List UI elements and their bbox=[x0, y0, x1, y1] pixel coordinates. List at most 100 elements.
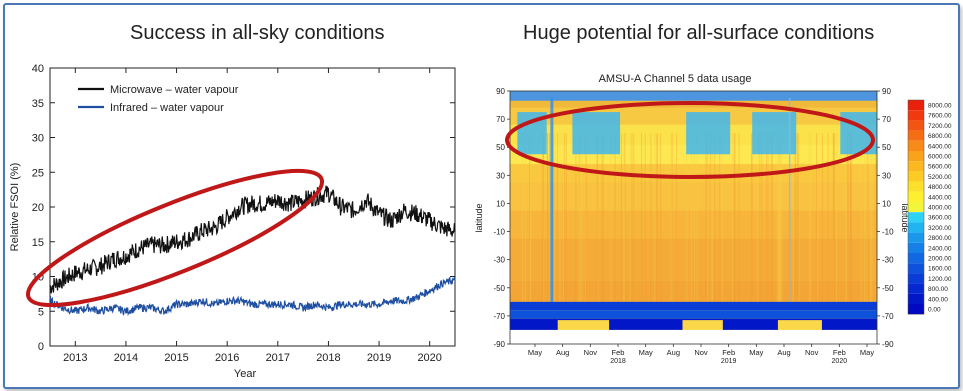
heatmap-streak bbox=[846, 133, 848, 302]
colorbar-swatch bbox=[908, 140, 924, 151]
heatmap-south-empty bbox=[510, 329, 877, 344]
heatmap-streak bbox=[851, 133, 853, 302]
time-tick-label: Feb bbox=[833, 348, 846, 357]
heatmap-streak bbox=[657, 133, 659, 302]
heatmap-streak bbox=[559, 133, 561, 302]
heatmap-streak bbox=[776, 133, 778, 302]
heatmap-streak bbox=[693, 133, 695, 302]
heatmap-streak bbox=[827, 133, 829, 302]
heatmap-streak bbox=[849, 133, 851, 302]
heatmap-streak bbox=[796, 133, 798, 302]
heatmap-plot-frame bbox=[509, 90, 878, 345]
time-tick-label: Aug bbox=[667, 348, 680, 357]
heatmap-streak bbox=[542, 133, 544, 302]
heatmap-title: AMSU-A Channel 5 data usage bbox=[599, 73, 752, 85]
lat-tick-label-right: -50 bbox=[882, 284, 894, 293]
heatmap-streak bbox=[847, 133, 849, 302]
heatmap-cyan-patch bbox=[752, 112, 797, 155]
colorbar-swatch bbox=[908, 191, 924, 202]
colorbar-label: 6000.00 bbox=[928, 154, 952, 161]
heatmap-ylabel-right: latitude bbox=[900, 203, 910, 232]
heatmap-streak bbox=[542, 133, 544, 302]
colorbar-swatch bbox=[908, 263, 924, 274]
heatmap-streak bbox=[546, 133, 548, 302]
heatmap-streak bbox=[816, 133, 818, 302]
y-tick-label: 15 bbox=[32, 237, 44, 249]
heatmap-streak bbox=[542, 133, 544, 302]
colorbar-label: 6400.00 bbox=[928, 143, 952, 150]
heatmap-streak bbox=[552, 133, 554, 302]
heatmap-streak bbox=[562, 133, 564, 302]
time-tick-year: 2019 bbox=[721, 358, 737, 365]
heatmap-streak bbox=[867, 133, 869, 302]
heatmap-streak bbox=[808, 133, 810, 302]
lat-tick-label-left: -50 bbox=[493, 284, 505, 293]
left-heading: Success in all-sky conditions bbox=[130, 22, 385, 44]
highlight-ellipse-right bbox=[505, 101, 875, 179]
heatmap-streak bbox=[845, 133, 847, 302]
lat-tick-label-right: 10 bbox=[882, 199, 891, 208]
y-tick-label: 0 bbox=[38, 341, 44, 353]
highlight-ellipse-left bbox=[25, 168, 325, 308]
lat-tick-label-left: -70 bbox=[493, 312, 505, 321]
y-tick-label: 5 bbox=[38, 306, 44, 318]
line-chart-xlabel: Year bbox=[234, 368, 257, 380]
colorbar-label: 2000.00 bbox=[928, 256, 952, 263]
heatmap-band bbox=[510, 164, 877, 183]
heatmap-streak bbox=[705, 133, 707, 302]
heatmap-streak bbox=[810, 133, 812, 302]
heatmap-streak bbox=[866, 133, 868, 302]
x-tick-label: 2017 bbox=[266, 352, 290, 364]
heatmap-streak bbox=[711, 133, 713, 302]
colorbar-label: 7600.00 bbox=[928, 113, 952, 120]
x-tick-label: 2019 bbox=[367, 352, 391, 364]
heatmap-ylabel-left: latitude bbox=[474, 203, 484, 232]
heatmap-streak bbox=[530, 133, 532, 302]
heatmap-streak bbox=[836, 133, 838, 302]
lat-tick-label-right: 30 bbox=[882, 171, 891, 180]
heatmap-streak bbox=[798, 133, 800, 302]
heatmap-streak bbox=[543, 133, 545, 302]
heatmap-streak bbox=[602, 133, 604, 302]
line-chart-ylabel: Relative FSOI (%) bbox=[9, 163, 21, 252]
time-tick-label: Aug bbox=[556, 348, 569, 357]
colorbar-swatch bbox=[908, 212, 924, 223]
heatmap-streak bbox=[578, 133, 580, 302]
colorbar-swatch bbox=[908, 232, 924, 243]
heatmap-streak bbox=[660, 133, 662, 302]
heatmap-streak bbox=[794, 133, 796, 302]
heatmap-vertical-streak bbox=[550, 98, 554, 302]
colorbar-label: 1600.00 bbox=[928, 266, 952, 273]
x-tick-label: 2014 bbox=[114, 352, 138, 364]
heatmap-streak bbox=[761, 133, 763, 302]
heatmap-streak bbox=[832, 133, 834, 302]
heatmap-streak bbox=[565, 133, 567, 302]
heatmap-streak bbox=[655, 133, 657, 302]
right-heading: Huge potential for all-surface condition… bbox=[523, 22, 875, 44]
y-tick-label: 40 bbox=[32, 63, 44, 75]
heatmap-streak bbox=[601, 133, 603, 302]
lat-tick-label-right: -30 bbox=[882, 256, 894, 265]
heatmap-streak bbox=[670, 133, 672, 302]
heatmap-south-step bbox=[821, 318, 877, 330]
y-tick-label: 35 bbox=[32, 98, 44, 110]
heatmap-streak bbox=[631, 133, 633, 302]
lat-tick-label-right: 50 bbox=[882, 143, 891, 152]
heatmap-streak bbox=[564, 133, 566, 302]
heatmap-streak bbox=[641, 133, 643, 302]
colorbar-swatch bbox=[908, 100, 924, 111]
colorbar-label: 6800.00 bbox=[928, 133, 952, 140]
time-tick-year: 2018 bbox=[610, 358, 626, 365]
heatmap-streak bbox=[614, 133, 616, 302]
heatmap-streak bbox=[797, 133, 799, 302]
heatmap-streak bbox=[751, 133, 753, 302]
heatmap-streak bbox=[779, 133, 781, 302]
time-tick-label: May bbox=[639, 348, 653, 357]
heatmap-streak bbox=[780, 133, 782, 302]
colorbar-swatch bbox=[908, 242, 924, 253]
colorbar-label: 400.00 bbox=[928, 296, 948, 303]
colorbar-label: 0.00 bbox=[928, 307, 941, 314]
heatmap-band bbox=[510, 280, 877, 302]
lat-tick-label-right: 90 bbox=[882, 87, 891, 96]
